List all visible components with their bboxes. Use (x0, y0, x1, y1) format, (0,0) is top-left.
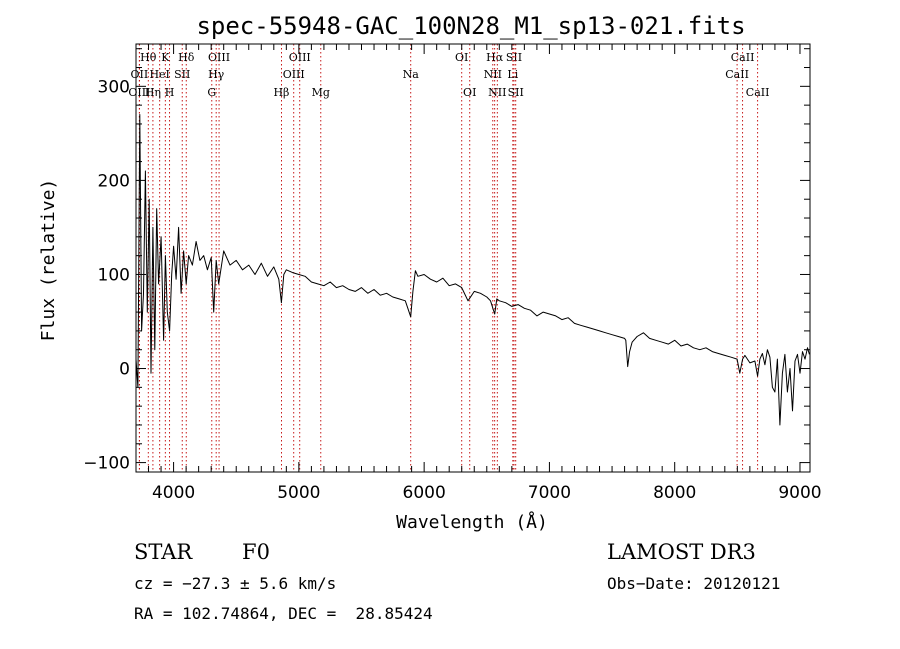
x-tick-label: 5000 (277, 483, 320, 503)
x-tick-label: 7000 (528, 483, 571, 503)
spectral-line-label: Hθ (140, 51, 157, 64)
survey-name: LAMOST DR3 (607, 540, 756, 564)
x-tick-label: 9000 (778, 483, 821, 503)
spectrum-series (135, 114, 810, 426)
spectral-line-label: H (165, 86, 175, 99)
x-axis-label: Wavelength (Å) (396, 511, 548, 533)
spectral-line-label: Na (403, 68, 420, 81)
spectral-line-label: OIII (283, 68, 305, 81)
spectral-line-label: OIII (128, 86, 150, 99)
x-tick-label: 6000 (403, 483, 446, 503)
y-tick-label: 200 (98, 171, 130, 191)
spectral-line-label: OIII (208, 51, 230, 64)
spectral-line-label: Mg (312, 86, 330, 99)
spectral-line-label: G (207, 86, 216, 99)
spectral-line-label: SII (174, 68, 190, 81)
object-class: STAR (134, 540, 193, 564)
spectral-line-label: CaII (731, 51, 755, 64)
redshift-readout: cz = −27.3 ± 5.6 km/s (134, 574, 337, 593)
observation-date: Obs−Date: 20120121 (607, 574, 781, 593)
y-tick-label: 100 (98, 265, 130, 285)
spectral-line-label: OI (455, 51, 468, 64)
spectral-line-label: Hβ (273, 86, 289, 99)
plot-frame (135, 43, 811, 473)
y-axis-label: Flux (relative) (38, 179, 59, 342)
spectral-line-label: SII (508, 86, 524, 99)
spectral-line-label: OIII (289, 51, 311, 64)
spectral-line-label: Hδ (178, 51, 195, 64)
y-tick-label: −100 (83, 454, 130, 474)
x-tick-label: 8000 (653, 483, 696, 503)
spectral-subclass: F0 (242, 540, 270, 564)
spectral-line-label: OI (463, 86, 476, 99)
spectral-line-label: Hα (486, 51, 504, 64)
spectral-line-label: Li (507, 68, 518, 81)
spectral-line-label: SII (506, 51, 522, 64)
spectral-line-label: HeI (149, 68, 169, 81)
spectral-line-label: CaII (746, 86, 770, 99)
coordinates-readout: RA = 102.74864, DEC = 28.85424 (134, 604, 433, 623)
y-tick-label: 300 (98, 77, 130, 97)
spectral-line-label: CaII (725, 68, 749, 81)
spectrum-line (135, 114, 810, 426)
y-tick-label: 0 (119, 360, 130, 380)
spectral-line-label: Hγ (208, 68, 225, 81)
spectral-line-label: OII (131, 68, 149, 81)
spectral-line-label: Hη (145, 86, 161, 99)
spectral-line-markers: Hθ OII OIII HeI Hη K SII H Hδ OIII Hγ G OIII OIII Hβ Mg… (128, 44, 769, 472)
spectral-line-label: NII (484, 68, 502, 81)
axis-ticks: 4000 5000 6000 7000 8000 9000 −100 0 100 200 300 (83, 44, 822, 503)
spectral-line-label: NII (488, 86, 506, 99)
spectral-line-label: K (161, 51, 170, 64)
x-tick-label: 4000 (152, 483, 195, 503)
chart-title: spec-55948-GAC_100N28_M1_sp13-021.fits (196, 12, 745, 40)
